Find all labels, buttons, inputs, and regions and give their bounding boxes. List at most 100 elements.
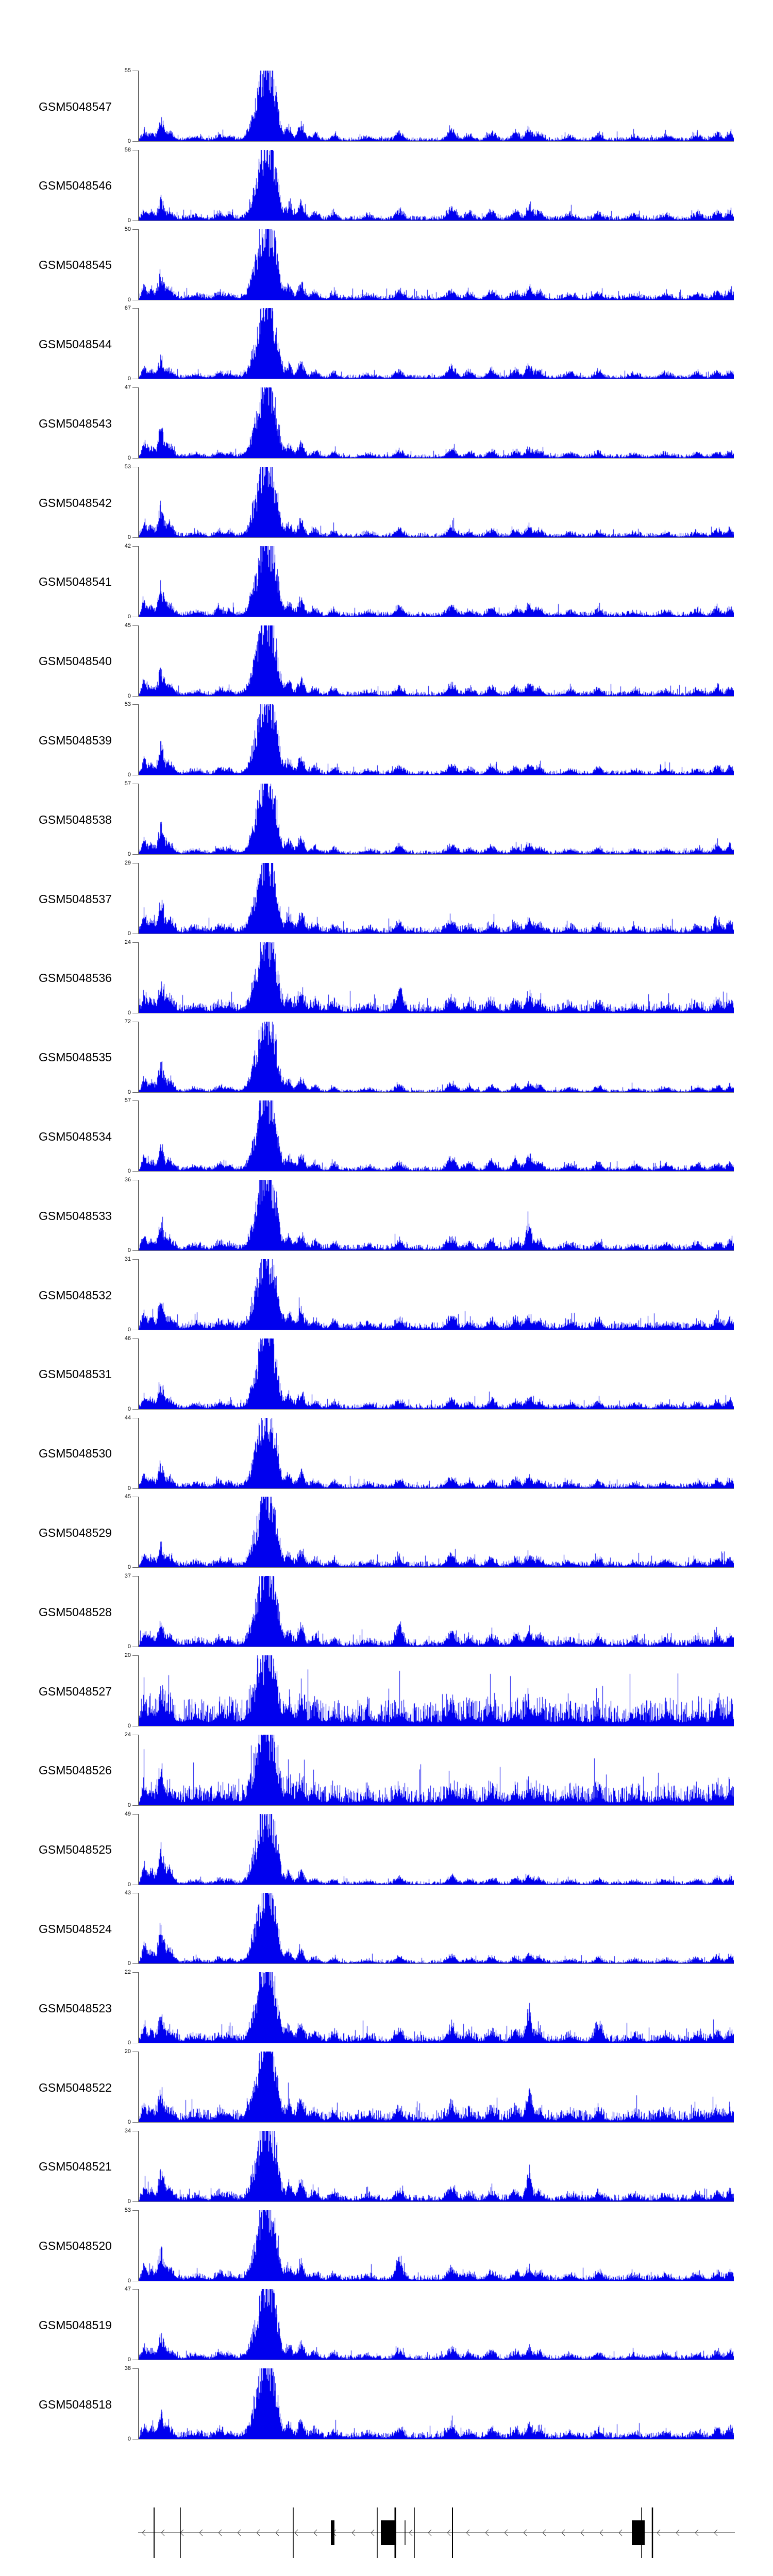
track-sample-label: GSM5048521 (39, 2160, 112, 2174)
coverage-signal-canvas (139, 1338, 734, 1409)
y-axis-zero-tick (132, 696, 139, 697)
y-axis-top-tick (132, 1100, 139, 1101)
y-axis-zero-tick (132, 141, 139, 142)
y-axis-zero-tick (132, 2122, 139, 2123)
exon-line (452, 2507, 453, 2558)
exon-line (414, 2507, 415, 2558)
y-axis-line (138, 1893, 139, 1964)
track-ymax-label: 53 (124, 2207, 131, 2213)
y-axis-zero-tick (132, 1488, 139, 1489)
coverage-signal-canvas (139, 387, 734, 459)
strand-chevron-icon (599, 2529, 603, 2536)
track-yzero-label: 0 (127, 1168, 131, 1175)
track-sample-label: GSM5048537 (39, 892, 112, 906)
track-ymax-label: 58 (124, 146, 131, 153)
strand-chevron-icon (466, 2529, 470, 2536)
track-baseline (139, 141, 734, 142)
exon-line (651, 2507, 653, 2558)
strand-chevron-icon (695, 2529, 699, 2536)
strand-chevron-icon (523, 2529, 527, 2536)
track-baseline (139, 458, 734, 459)
strand-chevron-icon (580, 2529, 584, 2536)
track-sample-label: GSM5048518 (39, 2397, 112, 2411)
exon-line (377, 2507, 378, 2558)
y-axis-top-tick (132, 1814, 139, 1815)
track-sample-label: GSM5048526 (39, 1764, 112, 1777)
track-ymax-label: 53 (124, 701, 131, 708)
track-yzero-label: 0 (127, 1327, 131, 1333)
exon-line (180, 2507, 181, 2558)
track-ymax-label: 47 (124, 384, 131, 391)
coverage-signal-canvas (139, 546, 734, 617)
strand-chevron-icon (256, 2529, 260, 2536)
coverage-signal-canvas (139, 863, 734, 934)
coverage-signal-canvas (139, 1259, 734, 1330)
track-ymax-label: 36 (124, 1177, 131, 1183)
track-ymax-label: 55 (124, 67, 131, 74)
track-yzero-label: 0 (127, 1009, 131, 1016)
strand-chevron-icon (275, 2529, 279, 2536)
track-baseline (139, 537, 734, 538)
y-axis-line (138, 625, 139, 697)
coverage-signal-canvas (139, 149, 734, 221)
y-axis-line (138, 71, 139, 142)
strand-chevron-icon (351, 2529, 356, 2536)
coverage-signal-canvas (139, 2289, 734, 2360)
strand-chevron-icon (237, 2529, 241, 2536)
y-axis-zero-tick (132, 1805, 139, 1806)
coverage-signal-canvas (139, 308, 734, 379)
coverage-signal-canvas (139, 1021, 734, 1092)
y-axis-line (138, 1417, 139, 1489)
track-sample-label: GSM5048524 (39, 1922, 112, 1936)
coverage-signal-canvas (139, 1180, 734, 1251)
y-axis-line (138, 1576, 139, 1648)
track-sample-label: GSM5048532 (39, 1288, 112, 1302)
track-baseline (139, 854, 734, 855)
y-axis-line (138, 784, 139, 855)
y-axis-top-tick (132, 942, 139, 943)
y-axis-line (138, 1021, 139, 1093)
coverage-signal-canvas (139, 1100, 734, 1172)
track-sample-label: GSM5048547 (39, 99, 112, 113)
track-sample-label: GSM5048545 (39, 258, 112, 272)
y-axis-zero-tick (132, 1092, 139, 1093)
track-baseline (139, 1805, 734, 1806)
strand-chevron-icon (676, 2529, 680, 2536)
track-sample-label: GSM5048529 (39, 1526, 112, 1539)
strand-chevron-icon (714, 2529, 718, 2536)
track-sample-label: GSM5048530 (39, 1447, 112, 1461)
strand-chevron-icon (371, 2529, 375, 2536)
strand-chevron-icon (504, 2529, 508, 2536)
track-sample-label: GSM5048525 (39, 1843, 112, 1857)
track-ymax-label: 37 (124, 1573, 131, 1580)
track-sample-label: GSM5048522 (39, 2080, 112, 2094)
track-yzero-label: 0 (127, 2277, 131, 2284)
y-axis-line (138, 229, 139, 300)
y-axis-line (138, 2052, 139, 2123)
y-axis-top-tick (132, 1655, 139, 1656)
track-ymax-label: 20 (124, 1652, 131, 1658)
track-ymax-label: 67 (124, 305, 131, 312)
strand-chevron-icon (218, 2529, 222, 2536)
track-yzero-label: 0 (127, 1564, 131, 1571)
track-yzero-label: 0 (127, 613, 131, 620)
track-yzero-label: 0 (127, 376, 131, 382)
exon-box (381, 2520, 396, 2545)
track-ymax-label: 43 (124, 1890, 131, 1896)
coverage-signal-canvas (139, 1497, 734, 1568)
coverage-signal-canvas (139, 2130, 734, 2201)
y-axis-line (138, 863, 139, 934)
y-axis-line (138, 2368, 139, 2440)
y-axis-top-tick (132, 1338, 139, 1339)
y-axis-line (138, 704, 139, 776)
track-yzero-label: 0 (127, 296, 131, 303)
track-yzero-label: 0 (127, 1960, 131, 1967)
track-ymax-label: 31 (124, 1256, 131, 1262)
track-yzero-label: 0 (127, 1802, 131, 1808)
strand-chevron-icon (561, 2529, 565, 2536)
track-baseline (139, 2201, 734, 2202)
strand-chevron-icon (313, 2529, 317, 2536)
coverage-signal-canvas (139, 942, 734, 1013)
track-baseline (139, 1963, 734, 1964)
track-sample-label: GSM5048527 (39, 1684, 112, 1698)
